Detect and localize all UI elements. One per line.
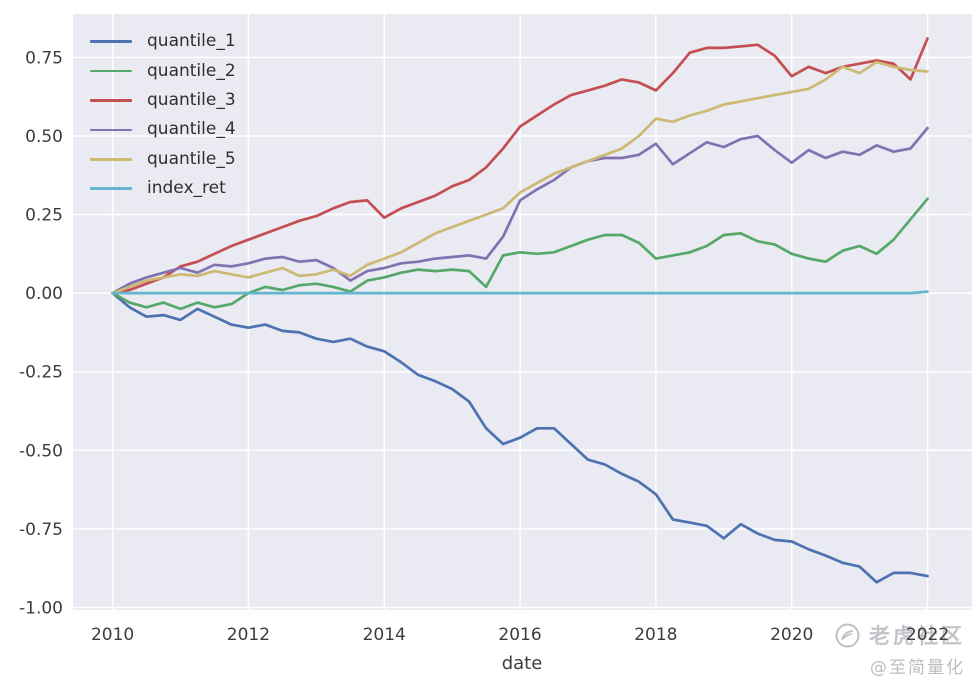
- legend-item-quantile_2: quantile_2: [90, 56, 236, 85]
- y-tick-label: 0.25: [25, 206, 63, 226]
- x-axis-label: date: [502, 653, 543, 674]
- watermark: 老虎社区 @至简量化: [835, 621, 965, 678]
- legend-item-quantile_3: quantile_3: [90, 86, 236, 115]
- legend-item-quantile_1: quantile_1: [90, 27, 236, 56]
- legend-swatch-quantile_5: [90, 157, 132, 161]
- series-line-quantile_4: [111, 126, 929, 295]
- legend-swatch-quantile_4: [90, 128, 132, 132]
- x-tick-label: 2014: [363, 625, 406, 645]
- series-lines: [111, 37, 929, 584]
- series-line-index_ret: [111, 290, 929, 295]
- x-tick-label: 2022: [906, 625, 949, 645]
- series-line-quantile_3: [111, 37, 929, 295]
- plot-area: [73, 14, 972, 610]
- watermark-handle-text: @至简量化: [870, 658, 965, 678]
- series-line-quantile_1: [111, 291, 929, 584]
- legend-item-index_ret: index_ret: [90, 174, 236, 203]
- axis-tick-labels: 0.75 0.50 0.25 0.00 -0.25 -0.50 -0.75 -1.00 2010…: [19, 48, 949, 645]
- legend-label: quantile_5: [147, 148, 236, 169]
- legend-swatch-index_ret: [90, 187, 132, 190]
- x-tick-label: 2016: [498, 625, 541, 645]
- legend-label: index_ret: [147, 178, 226, 199]
- y-tick-label: 0.00: [25, 284, 63, 304]
- tiger-logo-icon: [835, 623, 860, 647]
- series-line-quantile_5: [111, 60, 929, 295]
- chart-legend: quantile_1 quantile_2 quantile_3 quantile_4…: [90, 27, 236, 203]
- y-tick-label: 0.75: [25, 48, 63, 68]
- plot-background: [73, 14, 972, 610]
- x-tick-label: 2010: [91, 625, 134, 645]
- y-tick-label: 0.50: [25, 127, 63, 147]
- legend-item-quantile_4: quantile_4: [90, 115, 236, 144]
- x-tick-label: 2012: [227, 625, 270, 645]
- y-tick-label: -0.50: [19, 441, 63, 461]
- legend-item-quantile_5: quantile_5: [90, 145, 236, 174]
- watermark-brand-text: 老虎社区: [869, 624, 965, 648]
- legend-swatch-quantile_1: [90, 40, 132, 44]
- legend-label: quantile_4: [147, 119, 236, 140]
- legend-label: quantile_2: [147, 60, 236, 81]
- y-tick-label: -0.25: [19, 363, 63, 383]
- x-tick-label: 2020: [770, 625, 813, 645]
- x-tick-label: 2018: [634, 625, 677, 645]
- legend-label: quantile_3: [147, 89, 236, 110]
- legend-swatch-quantile_3: [90, 99, 132, 102]
- y-tick-label: -0.75: [19, 520, 63, 540]
- legend-label: quantile_1: [147, 31, 236, 52]
- legend-swatch-quantile_2: [90, 69, 132, 73]
- y-tick-label: -1.00: [19, 598, 63, 618]
